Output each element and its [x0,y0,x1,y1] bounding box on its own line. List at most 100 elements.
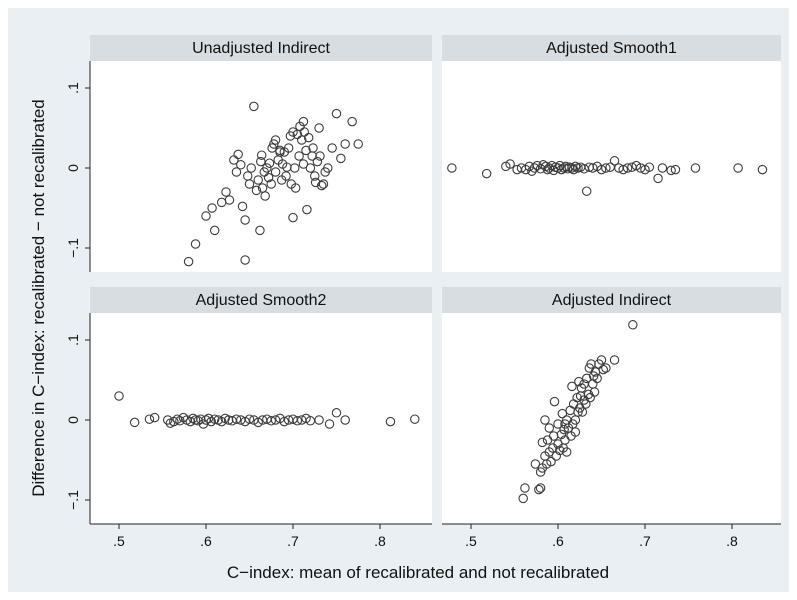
data-point [561,447,572,457]
panel-title: Adjusted Indirect [552,292,672,309]
data-point [560,419,570,429]
data-point [262,163,272,173]
y-tick-label: −.1 [65,238,81,258]
data-point [216,416,227,427]
y-tick-label: .1 [65,334,81,346]
data-point [114,391,124,401]
data-point [530,459,541,469]
data-point [240,255,250,265]
panel-strip [442,287,781,313]
data-point [260,191,270,201]
data-point [589,387,600,397]
data-point [183,256,194,267]
data-point [207,203,217,213]
data-point [298,116,309,127]
data-point [644,162,655,172]
data-point [249,101,259,112]
data-point [290,183,301,193]
data-point [733,163,743,173]
data-point [574,376,584,387]
x-tick-label: .8 [374,533,386,549]
x-tick-label: .7 [639,533,651,549]
data-point [303,132,314,143]
data-point [256,156,266,167]
data-point [340,139,350,149]
y-tick-label: 0 [65,164,81,172]
data-point [347,116,357,127]
data-point [540,415,550,425]
data-point [534,484,544,495]
data-point [221,187,231,197]
data-point [505,159,515,169]
data-point [314,123,324,133]
plot-area [442,313,781,524]
data-point [323,163,333,173]
data-point [622,163,633,173]
y-tick-label: −.1 [65,490,81,510]
data-point [670,164,681,175]
data-point [570,161,581,172]
data-point [588,163,598,173]
data-point [237,201,248,212]
data-point [559,424,569,435]
data-point [129,417,140,428]
panel-1: Unadjusted Indirect −.1 0 .1 [65,35,432,272]
data-point [549,396,560,407]
data-point [529,163,540,173]
data-point [535,483,546,493]
y-tick-label: .1 [65,82,81,94]
data-point [518,493,528,504]
plot-area [442,61,781,272]
data-point [294,151,304,161]
data-point [553,419,563,429]
data-point [244,179,255,189]
data-point [546,456,556,467]
data-point [231,414,242,424]
data-point [561,161,571,172]
data-point [288,212,298,223]
data-point [270,167,281,177]
data-point [609,156,620,166]
data-point [282,162,292,172]
x-axis-title: C−index: mean of recalibrated and not re… [227,563,609,582]
data-point [246,163,256,173]
data-point [336,153,346,164]
y-axis-title: Difference in C−index: recalibrated − no… [29,99,48,497]
data-point [251,185,262,196]
data-point [596,355,607,365]
panel-strip [90,35,432,61]
data-point [521,164,531,175]
data-point [312,156,323,167]
data-point [567,381,577,392]
data-point [596,164,607,175]
data-point [331,408,342,418]
data-point [266,416,276,426]
data-point [190,239,201,249]
data-point [315,151,325,161]
data-point [201,211,211,221]
data-point [233,149,243,160]
data-point [657,163,668,173]
data-point [324,419,335,429]
x-tick-label: .7 [287,533,299,549]
data-point [253,175,263,185]
data-point [570,427,581,437]
data-point [653,173,663,184]
data-point [601,363,611,373]
data-point [598,364,608,375]
data-point [298,159,309,169]
data-point [302,204,312,215]
data-point [244,414,255,424]
data-point [162,415,173,425]
data-point [256,150,267,160]
panel-4: Adjusted Indirect .5 .6 .7 .8 [442,287,781,549]
data-point [481,168,492,179]
data-point [203,413,214,424]
data-point [275,145,285,156]
data-point [236,160,246,170]
x-tick-label: .5 [465,533,477,549]
panel-title: Adjusted Smooth2 [196,292,327,309]
data-point [353,139,363,149]
data-point [224,195,235,205]
data-point [581,186,592,196]
